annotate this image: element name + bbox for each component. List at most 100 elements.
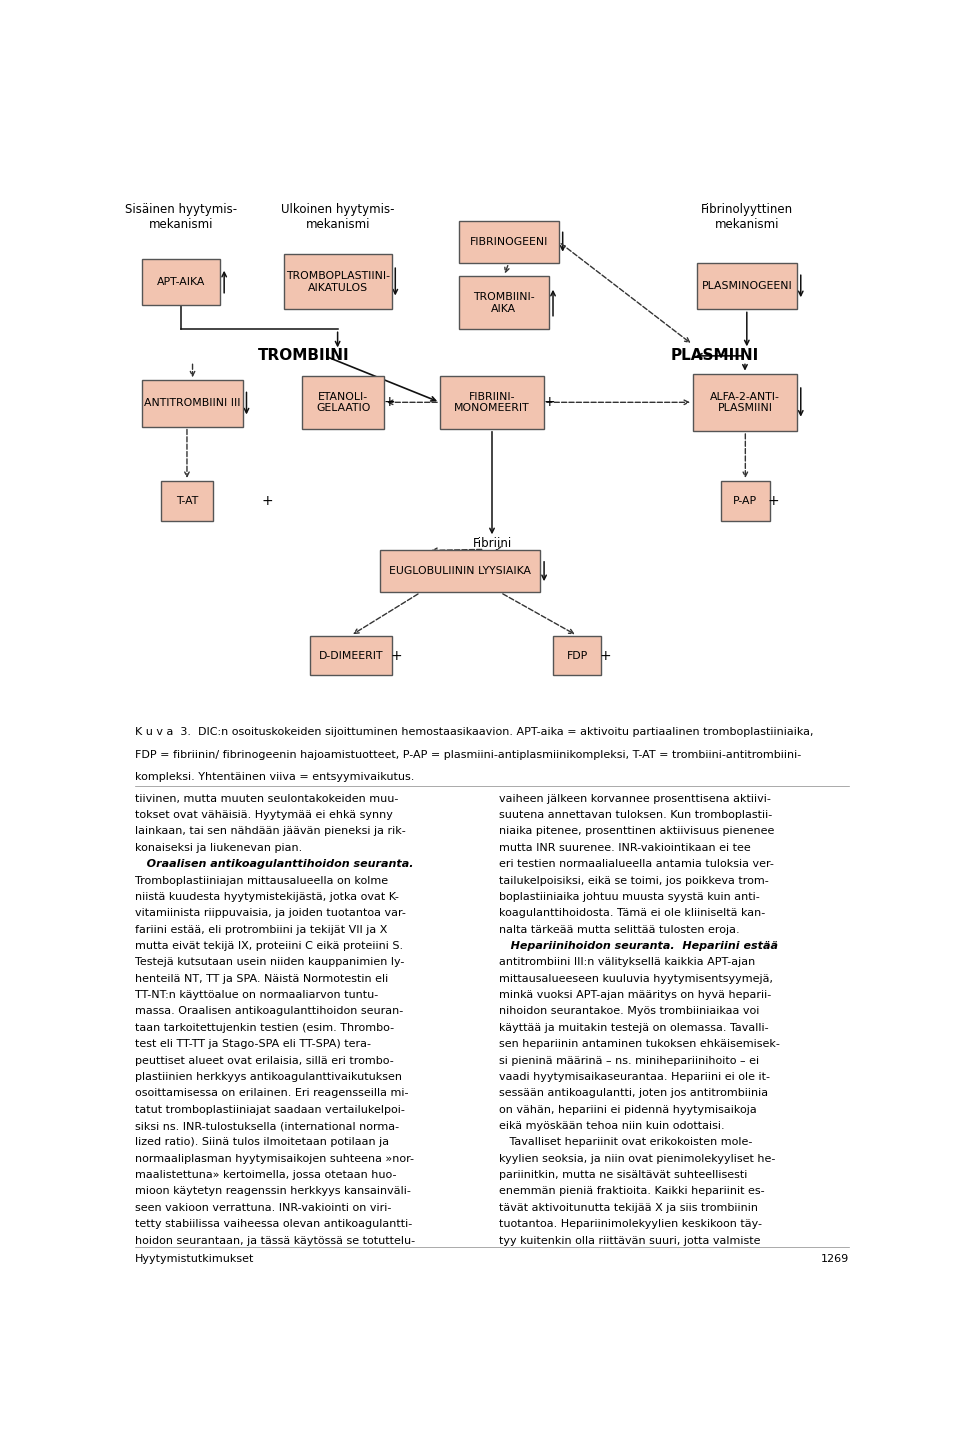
Text: lized ratio). Siinä tulos ilmoitetaan potilaan ja: lized ratio). Siinä tulos ilmoitetaan po…	[134, 1137, 389, 1147]
Text: tuotantoa. Hepariinimolekyylien keskikoon täy-: tuotantoa. Hepariinimolekyylien keskikoo…	[499, 1219, 762, 1229]
Text: si pieninä määrinä – ns. minihepariinihoito – ei: si pieninä määrinä – ns. minihepariiniho…	[499, 1055, 759, 1066]
Text: hoidon seurantaan, ja tässä käytössä se totuttelu-: hoidon seurantaan, ja tässä käytössä se …	[134, 1235, 415, 1245]
Text: minkä vuoksi APT-ajan määritys on hyvä heparii-: minkä vuoksi APT-ajan määritys on hyvä h…	[499, 989, 772, 999]
FancyBboxPatch shape	[553, 636, 601, 675]
Text: D-DIMEERIT: D-DIMEERIT	[319, 651, 383, 661]
Text: Fibrinolyyttinen
mekanismi: Fibrinolyyttinen mekanismi	[701, 204, 793, 231]
FancyBboxPatch shape	[302, 376, 384, 429]
Text: test eli TT-TT ja Stago-SPA eli TT-SPA) tera-: test eli TT-TT ja Stago-SPA eli TT-SPA) …	[134, 1040, 371, 1050]
Text: +: +	[391, 649, 402, 662]
Text: sessään antikoagulantti, joten jos antitrombiinia: sessään antikoagulantti, joten jos antit…	[499, 1088, 769, 1099]
Text: niistä kuudesta hyytymistekijästä, jotka ovat K-: niistä kuudesta hyytymistekijästä, jotka…	[134, 892, 398, 902]
Text: Tavalliset hepariinit ovat erikokoisten mole-: Tavalliset hepariinit ovat erikokoisten …	[499, 1137, 753, 1147]
FancyBboxPatch shape	[142, 381, 243, 426]
Text: +: +	[767, 494, 780, 508]
Text: normaaliplasman hyytymisaikojen suhteena »nor-: normaaliplasman hyytymisaikojen suhteena…	[134, 1153, 414, 1163]
Text: nalta tärkeää mutta selittää tulosten eroja.: nalta tärkeää mutta selittää tulosten er…	[499, 925, 740, 935]
Text: käyttää ja muitakin testejä on olemassa. Tavalli-: käyttää ja muitakin testejä on olemassa.…	[499, 1022, 769, 1032]
Text: on vähän, hepariini ei pidennä hyytymisaikoja: on vähän, hepariini ei pidennä hyytymisa…	[499, 1104, 757, 1114]
Text: peuttiset alueet ovat erilaisia, sillä eri trombo-: peuttiset alueet ovat erilaisia, sillä e…	[134, 1055, 394, 1066]
Text: FIBRINOGEENI: FIBRINOGEENI	[469, 237, 548, 247]
Text: tyy kuitenkin olla riittävän suuri, jotta valmiste: tyy kuitenkin olla riittävän suuri, jott…	[499, 1235, 761, 1245]
FancyBboxPatch shape	[459, 276, 549, 329]
Text: +: +	[261, 494, 274, 508]
Text: kompleksi. Yhtentäinen viiva = entsyymivaikutus.: kompleksi. Yhtentäinen viiva = entsyymiv…	[134, 771, 415, 781]
Text: henteilä NT, TT ja SPA. Näistä Normotestin eli: henteilä NT, TT ja SPA. Näistä Normotest…	[134, 974, 388, 984]
Text: lainkaan, tai sen nähdään jäävän pieneksi ja rik-: lainkaan, tai sen nähdään jäävän pieneks…	[134, 827, 406, 836]
FancyBboxPatch shape	[693, 373, 797, 431]
Text: mutta INR suurenee. INR-vakiointikaan ei tee: mutta INR suurenee. INR-vakiointikaan ei…	[499, 843, 751, 853]
Text: sen hepariinin antaminen tukoksen ehkäisemisek-: sen hepariinin antaminen tukoksen ehkäis…	[499, 1040, 780, 1050]
FancyBboxPatch shape	[142, 258, 221, 304]
Text: K u v a  3.  DIC:n osoituskokeiden sijoittuminen hemostaasikaavion. APT-aika = a: K u v a 3. DIC:n osoituskokeiden sijoitt…	[134, 728, 813, 738]
FancyBboxPatch shape	[697, 263, 797, 309]
Text: mittausalueeseen kuuluvia hyytymisentsyymejä,: mittausalueeseen kuuluvia hyytymisentsyy…	[499, 974, 774, 984]
Text: PLASMIINI: PLASMIINI	[670, 349, 758, 363]
Text: vitamiinista riippuvaisia, ja joiden tuotantoa var-: vitamiinista riippuvaisia, ja joiden tuo…	[134, 909, 406, 918]
Text: tetty stabiilissa vaiheessa olevan antikoagulantti-: tetty stabiilissa vaiheessa olevan antik…	[134, 1219, 412, 1229]
Text: Tromboplastiiniajan mittausalueella on kolme: Tromboplastiiniajan mittausalueella on k…	[134, 876, 388, 886]
Text: TROMBIINI-
AIKA: TROMBIINI- AIKA	[473, 292, 535, 313]
Text: konaiseksi ja liukenevan pian.: konaiseksi ja liukenevan pian.	[134, 843, 302, 853]
Text: massa. Oraalisen antikoagulanttihoidon seuran-: massa. Oraalisen antikoagulanttihoidon s…	[134, 1007, 403, 1017]
Text: tatut tromboplastiiniajat saadaan vertailukelpoi-: tatut tromboplastiiniajat saadaan vertai…	[134, 1104, 405, 1114]
Text: siksi ns. INR-tulostuksella (international norma-: siksi ns. INR-tulostuksella (internation…	[134, 1122, 399, 1132]
Text: tiivinen, mutta muuten seulontakokeiden muu-: tiivinen, mutta muuten seulontakokeiden …	[134, 794, 398, 804]
Text: nihoidon seurantakoe. Myös trombiiniaikaa voi: nihoidon seurantakoe. Myös trombiiniaika…	[499, 1007, 759, 1017]
Text: +: +	[543, 395, 555, 409]
Text: osoittamisessa on erilainen. Eri reagensseilla mi-: osoittamisessa on erilainen. Eri reagens…	[134, 1088, 408, 1099]
Text: 1269: 1269	[821, 1254, 849, 1264]
Text: niaika pitenee, prosenttinen aktiivisuus pienenee: niaika pitenee, prosenttinen aktiivisuus…	[499, 827, 775, 836]
Text: fariini estää, eli protrombiini ja tekijät VII ja X: fariini estää, eli protrombiini ja tekij…	[134, 925, 387, 935]
Text: enemmän pieniä fraktioita. Kaikki hepariinit es-: enemmän pieniä fraktioita. Kaikki hepari…	[499, 1186, 765, 1196]
Text: EUGLOBULIININ LYYSIAIKA: EUGLOBULIININ LYYSIAIKA	[390, 566, 532, 576]
Text: pariinitkin, mutta ne sisältävät suhteellisesti: pariinitkin, mutta ne sisältävät suhteel…	[499, 1170, 748, 1180]
Text: mutta eivät tekijä IX, proteiini C eikä proteiini S.: mutta eivät tekijä IX, proteiini C eikä …	[134, 941, 403, 951]
Text: mioon käytetyn reagenssin herkkyys kansainväli-: mioon käytetyn reagenssin herkkyys kansa…	[134, 1186, 411, 1196]
Text: ANTITROMBIINI III: ANTITROMBIINI III	[144, 398, 241, 408]
FancyBboxPatch shape	[310, 636, 392, 675]
Text: TROMBIINI: TROMBIINI	[257, 349, 349, 363]
Text: kyylien seoksia, ja niin ovat pienimolekyyliset he-: kyylien seoksia, ja niin ovat pienimolek…	[499, 1153, 776, 1163]
FancyBboxPatch shape	[721, 481, 770, 521]
Text: eikä myöskään tehoa niin kuin odottaisi.: eikä myöskään tehoa niin kuin odottaisi.	[499, 1122, 725, 1132]
Text: FDP: FDP	[566, 651, 588, 661]
Text: antitrombiini III:n välityksellä kaikkia APT-ajan: antitrombiini III:n välityksellä kaikkia…	[499, 958, 756, 968]
Text: suutena annettavan tuloksen. Kun tromboplastii-: suutena annettavan tuloksen. Kun trombop…	[499, 810, 773, 820]
FancyBboxPatch shape	[284, 254, 392, 309]
Text: Hyytymistutkimukset: Hyytymistutkimukset	[134, 1254, 254, 1264]
Text: vaadi hyytymisaikaseurantaa. Hepariini ei ole it-: vaadi hyytymisaikaseurantaa. Hepariini e…	[499, 1071, 771, 1081]
Text: Ulkoinen hyytymis-
mekanismi: Ulkoinen hyytymis- mekanismi	[281, 204, 395, 231]
Text: Fibriini: Fibriini	[472, 537, 512, 550]
Text: taan tarkoitettujenkin testien (esim. Thrombo-: taan tarkoitettujenkin testien (esim. Th…	[134, 1022, 394, 1032]
Text: maalistettuna» kertoimella, jossa otetaan huo-: maalistettuna» kertoimella, jossa otetaa…	[134, 1170, 396, 1180]
Text: tokset ovat vähäisiä. Hyytymää ei ehkä synny: tokset ovat vähäisiä. Hyytymää ei ehkä s…	[134, 810, 393, 820]
Text: boplastiiniaika johtuu muusta syystä kuin anti-: boplastiiniaika johtuu muusta syystä kui…	[499, 892, 760, 902]
FancyBboxPatch shape	[440, 376, 544, 429]
Text: APT-AIKA: APT-AIKA	[157, 277, 205, 287]
Text: Oraalisen antikoagulanttihoidon seuranta.: Oraalisen antikoagulanttihoidon seuranta…	[134, 859, 414, 869]
Text: PLASMINOGEENI: PLASMINOGEENI	[702, 281, 792, 292]
Text: Hepariinihoidon seuranta.  Hepariini estää: Hepariinihoidon seuranta. Hepariini estä…	[499, 941, 779, 951]
FancyBboxPatch shape	[380, 550, 540, 593]
Text: plastiinien herkkyys antikoagulanttivaikutuksen: plastiinien herkkyys antikoagulanttivaik…	[134, 1071, 402, 1081]
Text: vaiheen jälkeen korvannee prosenttisena aktiivi-: vaiheen jälkeen korvannee prosenttisena …	[499, 794, 771, 804]
Text: +: +	[383, 395, 396, 409]
Text: T-AT: T-AT	[176, 495, 198, 505]
Text: seen vakioon verrattuna. INR-vakiointi on viri-: seen vakioon verrattuna. INR-vakiointi o…	[134, 1203, 392, 1213]
Text: tailukelpoisiksi, eikä se toimi, jos poikkeva trom-: tailukelpoisiksi, eikä se toimi, jos poi…	[499, 876, 769, 886]
Text: FIBRIINI-
MONOMEERIT: FIBRIINI- MONOMEERIT	[454, 392, 530, 414]
Text: Testejä kutsutaan usein niiden kauppanimien ly-: Testejä kutsutaan usein niiden kauppanim…	[134, 958, 404, 968]
Text: TROMBOPLASTIINI-
AIKATULOS: TROMBOPLASTIINI- AIKATULOS	[286, 271, 390, 293]
Text: Sisäinen hyytymis-
mekanismi: Sisäinen hyytymis- mekanismi	[125, 204, 237, 231]
Text: ETANOLI-
GELAATIO: ETANOLI- GELAATIO	[316, 392, 371, 414]
Text: tävät aktivoitunutta tekijää X ja siis trombiinin: tävät aktivoitunutta tekijää X ja siis t…	[499, 1203, 758, 1213]
Text: koagulanttihoidosta. Tämä ei ole kliiniseltä kan-: koagulanttihoidosta. Tämä ei ole kliinis…	[499, 909, 766, 918]
Text: TT-NT:n käyttöalue on normaaliarvon tuntu-: TT-NT:n käyttöalue on normaaliarvon tunt…	[134, 989, 378, 999]
Text: FDP = fibriinin/ fibrinogeenin hajoamistuotteet, P-AP = plasmiini-antiplasmiinik: FDP = fibriinin/ fibrinogeenin hajoamist…	[134, 750, 802, 760]
FancyBboxPatch shape	[161, 481, 213, 521]
Text: ALFA-2-ANTI-
PLASMIINI: ALFA-2-ANTI- PLASMIINI	[710, 392, 780, 414]
Text: +: +	[599, 649, 611, 662]
FancyBboxPatch shape	[459, 221, 559, 263]
Text: eri testien normaalialueella antamia tuloksia ver-: eri testien normaalialueella antamia tul…	[499, 859, 775, 869]
